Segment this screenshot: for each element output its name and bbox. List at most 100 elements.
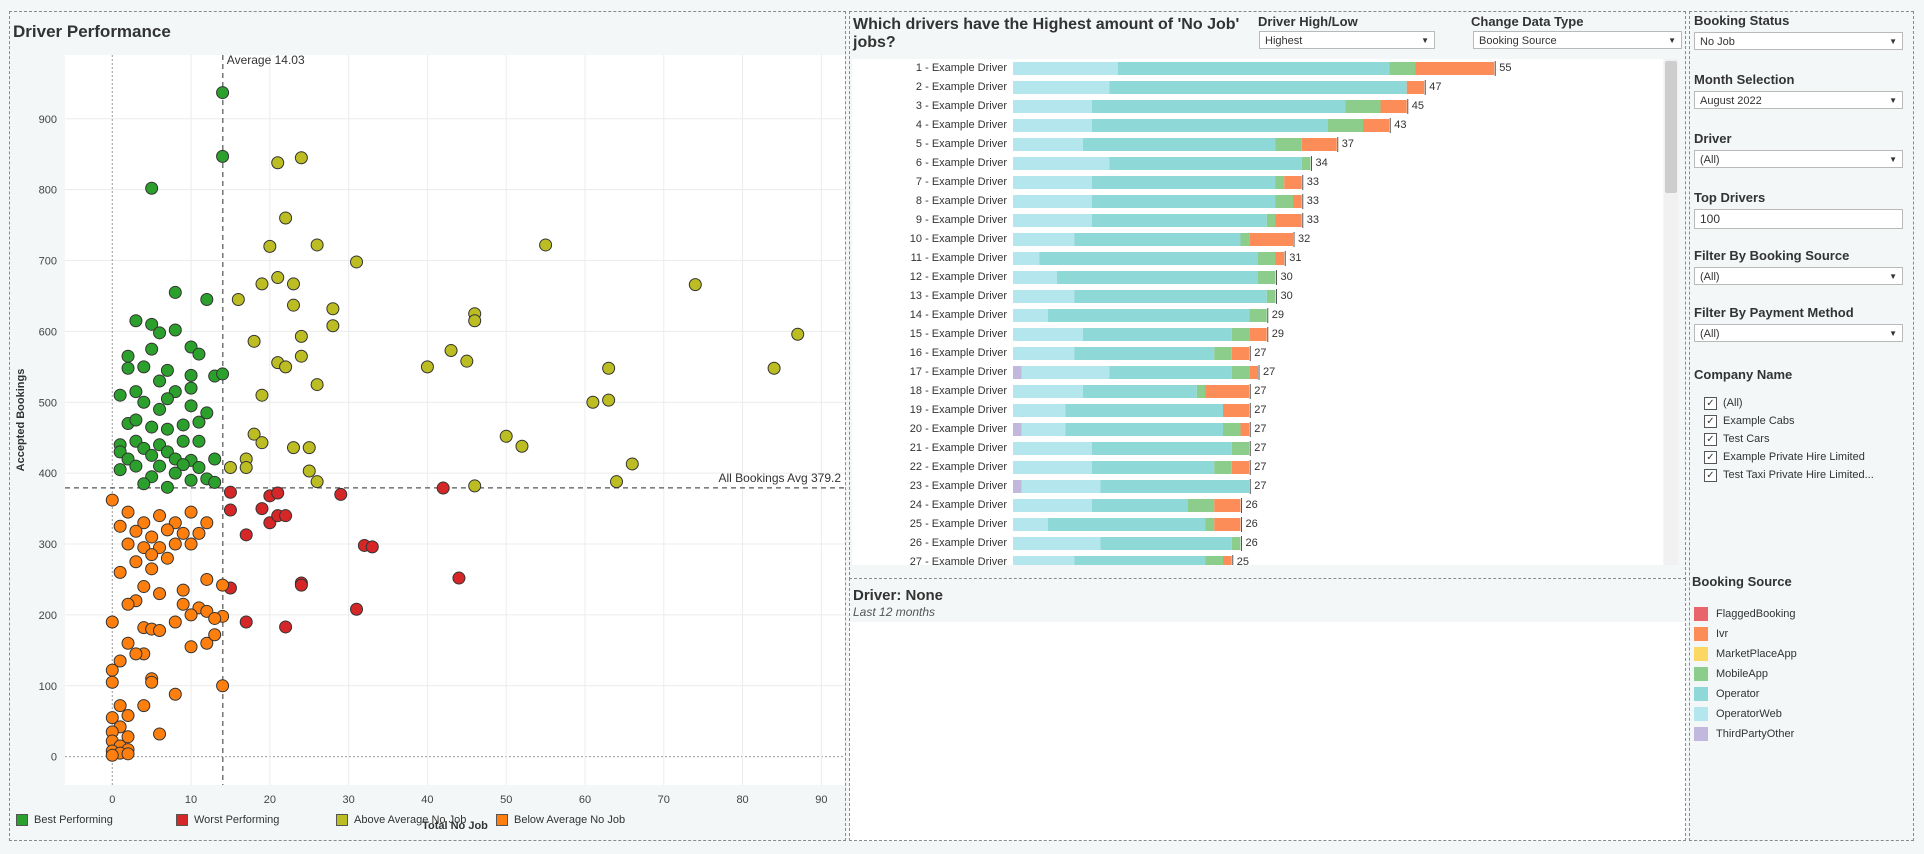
scatter-point[interactable]	[121, 361, 135, 375]
scatter-point[interactable]	[539, 238, 553, 252]
scatter-point[interactable]	[129, 413, 143, 427]
scatter-point[interactable]	[791, 327, 805, 341]
bar-segment[interactable]	[1083, 385, 1197, 398]
scatter-point[interactable]	[216, 86, 230, 100]
scatter-point[interactable]	[200, 406, 214, 420]
bar-segment[interactable]	[1240, 233, 1250, 246]
scatter-point[interactable]	[239, 460, 253, 474]
scatter-point[interactable]	[216, 578, 230, 592]
bar-segment[interactable]	[1013, 328, 1083, 341]
scatter-point[interactable]	[113, 519, 127, 533]
scatter-point[interactable]	[176, 583, 190, 597]
scatter-point[interactable]	[286, 277, 300, 291]
scatter-point[interactable]	[145, 420, 159, 434]
bar-segment[interactable]	[1109, 81, 1407, 94]
scatter-point[interactable]	[223, 460, 237, 474]
bar-segment[interactable]	[1013, 176, 1092, 189]
bar-segment[interactable]	[1100, 480, 1250, 493]
legend-ivr[interactable]: Ivr	[1694, 627, 1728, 642]
bar-segment[interactable]	[1258, 252, 1276, 265]
top-drivers-input[interactable]: 100	[1694, 209, 1903, 229]
scatter-point[interactable]	[184, 608, 198, 622]
scatter-point[interactable]	[176, 434, 190, 448]
scatter-point[interactable]	[586, 395, 600, 409]
scatter-point[interactable]	[610, 475, 624, 489]
bar-segment[interactable]	[1083, 138, 1276, 151]
scatter-point[interactable]	[247, 334, 261, 348]
scatter-point[interactable]	[121, 709, 135, 723]
scatter-point[interactable]	[168, 537, 182, 551]
scatter-point[interactable]	[239, 528, 253, 542]
scatter-point[interactable]	[129, 524, 143, 538]
bar-segment[interactable]	[1231, 347, 1250, 360]
scatter-point[interactable]	[105, 711, 119, 725]
scatter-point[interactable]	[129, 385, 143, 399]
company-option-all[interactable]: ✓ (All)	[1704, 395, 1743, 411]
bar-segment[interactable]	[1205, 556, 1224, 565]
scatter-point[interactable]	[286, 298, 300, 312]
scatter-point[interactable]	[602, 393, 616, 407]
scatter-point[interactable]	[137, 516, 151, 530]
scatter-point[interactable]	[468, 314, 482, 328]
scatter-point[interactable]	[121, 597, 135, 611]
scatter-point[interactable]	[200, 516, 214, 530]
scatter-point[interactable]	[271, 271, 285, 285]
bar-segment[interactable]	[1091, 176, 1276, 189]
scatter-point[interactable]	[302, 464, 316, 478]
bar-segment[interactable]	[1013, 366, 1022, 379]
bar-segment[interactable]	[1013, 518, 1048, 531]
bar-segment[interactable]	[1249, 233, 1293, 246]
bar-segment[interactable]	[1415, 62, 1495, 75]
scatter-point[interactable]	[145, 530, 159, 544]
scatter-point[interactable]	[160, 392, 174, 406]
booking-source-filter-dropdown[interactable]: (All) ▼	[1694, 267, 1903, 285]
scatter-point[interactable]	[420, 360, 434, 374]
bar-segment[interactable]	[1013, 233, 1075, 246]
scatter-point[interactable]	[137, 699, 151, 713]
scatter-point[interactable]	[121, 505, 135, 519]
scatter-point[interactable]	[279, 620, 293, 634]
scatter-point[interactable]	[129, 314, 143, 328]
scatter-point[interactable]	[326, 319, 340, 333]
scatter-point[interactable]	[350, 255, 364, 269]
bar-segment[interactable]	[1013, 119, 1092, 132]
scatter-point[interactable]	[208, 452, 222, 466]
scatter-point[interactable]	[350, 602, 364, 616]
bar-segment[interactable]	[1389, 62, 1416, 75]
bar-segment[interactable]	[1013, 556, 1075, 565]
scatter-point[interactable]	[223, 503, 237, 517]
scatter-point[interactable]	[231, 293, 245, 307]
scatter-point[interactable]	[137, 360, 151, 374]
scatter-point[interactable]	[294, 349, 308, 363]
bar-segment[interactable]	[1048, 518, 1206, 531]
scatter-point[interactable]	[279, 509, 293, 523]
high-low-dropdown[interactable]: Highest ▼	[1259, 31, 1435, 49]
bar-segment[interactable]	[1249, 328, 1267, 341]
checkbox-checked-icon[interactable]: ✓	[1704, 414, 1717, 428]
scatter-point[interactable]	[271, 486, 285, 500]
scatter-point[interactable]	[113, 565, 127, 579]
scatter-point[interactable]	[255, 277, 269, 291]
scatter-point[interactable]	[113, 388, 127, 402]
scatter-point[interactable]	[105, 675, 119, 689]
bar-segment[interactable]	[1021, 480, 1101, 493]
scatter-point[interactable]	[153, 509, 167, 523]
scatter-point[interactable]	[184, 381, 198, 395]
checkbox-checked-icon[interactable]: ✓	[1704, 450, 1717, 464]
bar-segment[interactable]	[1249, 309, 1267, 322]
bar-segment[interactable]	[1231, 537, 1241, 550]
bar-segment[interactable]	[1196, 385, 1206, 398]
legend-mobileapp[interactable]: MobileApp	[1694, 667, 1768, 682]
bar-segment[interactable]	[1100, 537, 1232, 550]
legend-worst[interactable]: Worst Performing	[176, 813, 279, 827]
scatter-point[interactable]	[216, 679, 230, 693]
scatter-point[interactable]	[468, 479, 482, 493]
bar-segment[interactable]	[1275, 252, 1285, 265]
bar-segment[interactable]	[1231, 442, 1250, 455]
scatter-point[interactable]	[113, 699, 127, 713]
scatter-point[interactable]	[200, 293, 214, 307]
scatter-point[interactable]	[153, 374, 167, 388]
scatter-point[interactable]	[145, 448, 159, 462]
bar-segment[interactable]	[1091, 119, 1328, 132]
scatter-point[interactable]	[145, 342, 159, 356]
